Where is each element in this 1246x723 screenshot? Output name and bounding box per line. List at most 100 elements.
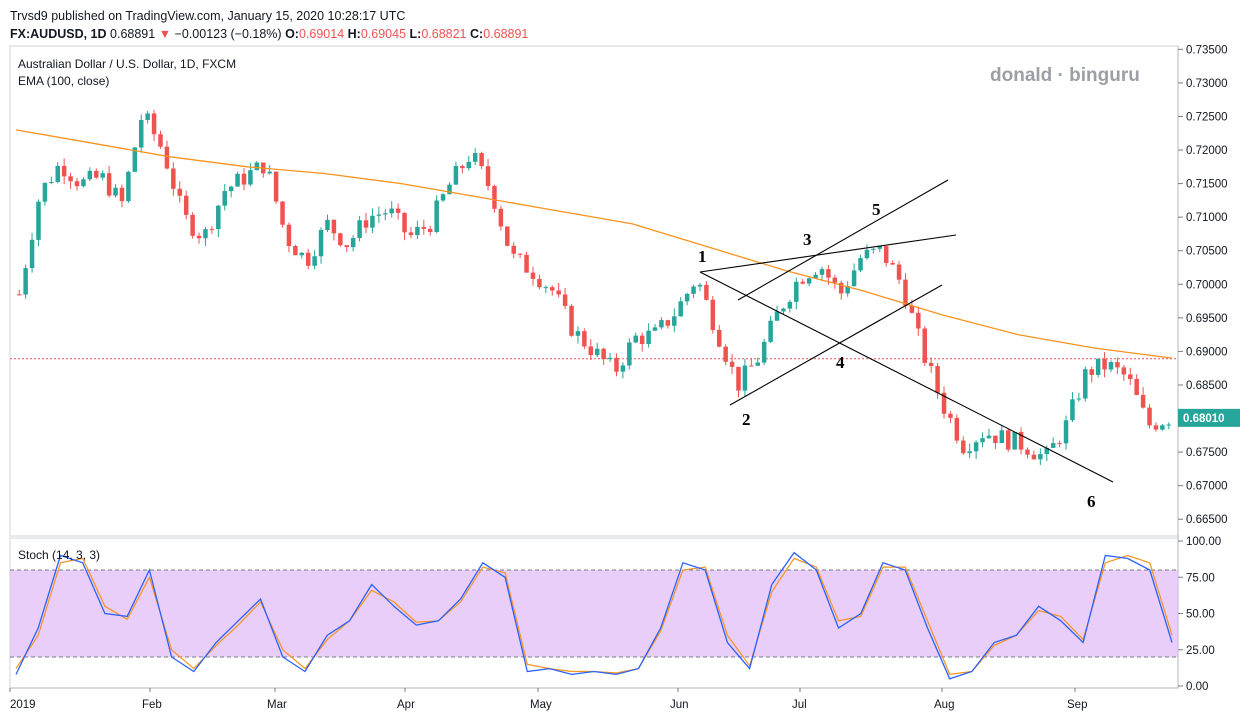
- candle-body: [338, 233, 343, 246]
- candle-body: [87, 170, 93, 180]
- candle-body: [344, 245, 349, 248]
- candle-body: [1050, 443, 1056, 448]
- price-tick-label: 0.71000: [1186, 212, 1228, 224]
- candle-body: [427, 228, 433, 233]
- candle-body: [768, 320, 773, 342]
- candle-body: [126, 171, 131, 202]
- time-tick-label: Apr: [397, 699, 415, 711]
- trendline-1-6: [699, 271, 1114, 483]
- time-tick-label: Sep: [1067, 699, 1087, 711]
- open-label: O:: [285, 27, 299, 41]
- candle-body: [151, 113, 157, 135]
- chart-header: Trvsd9 published on TradingView.com, Jan…: [10, 7, 528, 43]
- candle-body: [138, 119, 144, 148]
- candle-body: [158, 134, 163, 147]
- candle-body: [421, 226, 427, 229]
- candle-body: [749, 365, 754, 367]
- trendlines: [699, 179, 1114, 483]
- candle-body: [594, 348, 600, 356]
- candle-body: [1121, 367, 1127, 375]
- trendline-upper-channel: [737, 179, 949, 301]
- candle-body: [370, 215, 375, 228]
- candle-body: [800, 281, 805, 284]
- candle-body: [627, 342, 632, 366]
- change-arrow-icon: ▼: [158, 27, 172, 41]
- candle-body: [395, 208, 401, 213]
- candle-body: [1102, 358, 1107, 370]
- candle-body: [408, 232, 414, 236]
- candle-body: [851, 270, 857, 287]
- candle-body: [1160, 425, 1165, 430]
- candle-body: [1018, 431, 1024, 450]
- candle-body: [1153, 425, 1159, 430]
- candle-body: [941, 392, 947, 414]
- price-tick-label: 0.73500: [1186, 44, 1228, 56]
- candle-body: [652, 327, 658, 331]
- candle-body: [903, 279, 908, 306]
- candle-body: [986, 435, 992, 439]
- candle-body: [672, 316, 677, 326]
- candle-body: [954, 417, 960, 441]
- candle-body: [171, 168, 176, 189]
- candle-body: [909, 305, 915, 313]
- candle-body: [132, 147, 138, 172]
- candle-body: [1095, 358, 1101, 375]
- watermark-box: [982, 58, 1172, 92]
- candle-body: [485, 166, 491, 187]
- price-tick-label: 0.69500: [1186, 313, 1228, 325]
- candle-body: [858, 258, 863, 271]
- candle-body: [293, 246, 298, 256]
- candle-body: [1025, 449, 1030, 455]
- open-value: 0.69014: [298, 27, 345, 41]
- current-price-tag-label: 0.68010: [1183, 413, 1225, 425]
- candle-body: [273, 171, 279, 202]
- change-value: −0.00123 (−0.18%): [174, 27, 282, 41]
- candle-body: [23, 268, 28, 295]
- time-tick-label: 2019: [10, 699, 36, 711]
- candle-body: [543, 287, 549, 289]
- candle-body: [376, 214, 382, 216]
- candle-body: [1115, 362, 1120, 368]
- candle-body: [729, 361, 735, 367]
- close-label: C:: [470, 27, 484, 41]
- candle-body: [864, 249, 870, 259]
- candle-body: [1044, 447, 1050, 455]
- candle-body: [113, 187, 118, 196]
- candle-body: [216, 205, 221, 230]
- watermark-text: donald · binguru: [990, 65, 1140, 86]
- candle-body: [601, 348, 606, 360]
- candle-body: [434, 200, 439, 233]
- candle-body: [723, 346, 728, 362]
- candle-body: [331, 219, 337, 234]
- price-tick-label: 0.66500: [1186, 514, 1228, 526]
- candle-body: [190, 214, 195, 236]
- candle-body: [524, 254, 529, 273]
- candle-body: [145, 113, 150, 120]
- candle-body: [286, 224, 292, 247]
- candle-body: [203, 229, 208, 239]
- candle-body: [948, 413, 953, 418]
- candle-body: [787, 301, 793, 309]
- candle-body: [704, 284, 709, 300]
- candle-body: [1089, 369, 1094, 375]
- candle-body: [511, 245, 516, 254]
- wave-label-5: 5: [872, 200, 881, 219]
- candle-body: [94, 170, 99, 178]
- candle-body: [36, 201, 41, 240]
- candle-body: [1076, 398, 1082, 400]
- candle-body: [755, 362, 761, 366]
- candle-body: [774, 311, 780, 321]
- candle-body: [993, 435, 998, 444]
- candle-body: [228, 186, 234, 192]
- candle-body: [241, 173, 247, 185]
- candle-body: [678, 301, 683, 317]
- candle-body: [177, 188, 183, 196]
- price-tick-label: 0.72000: [1186, 145, 1228, 157]
- candle-body: [1140, 394, 1146, 408]
- trendline-1-3-5: [699, 234, 957, 273]
- candlestick-series: [16, 109, 1172, 465]
- candle-body: [196, 235, 202, 239]
- candle-body: [479, 153, 484, 167]
- candle-body: [697, 284, 703, 287]
